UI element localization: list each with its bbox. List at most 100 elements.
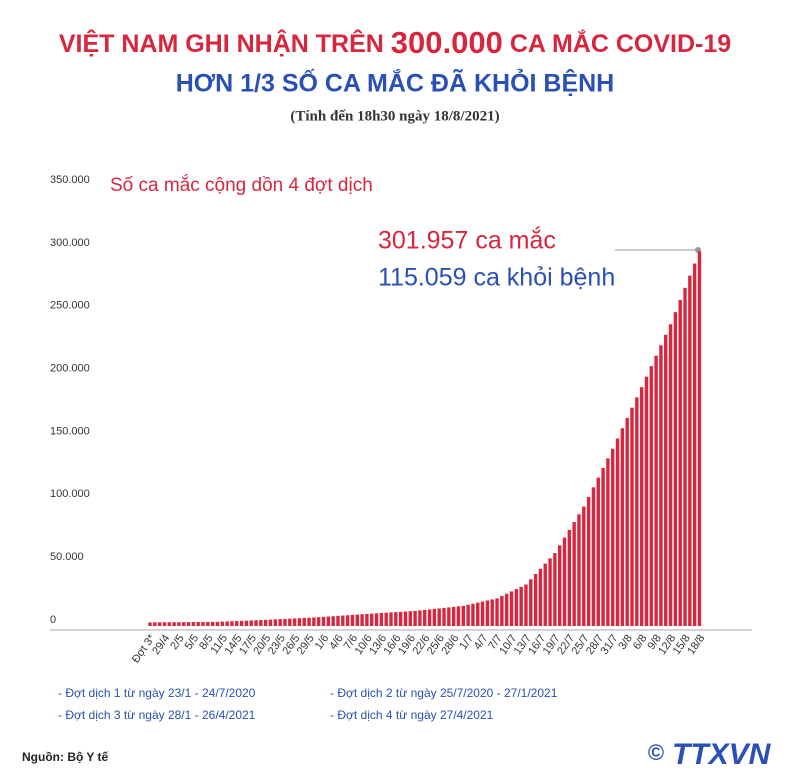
source: Nguồn: Bộ Y tế — [22, 750, 109, 764]
bar — [664, 334, 668, 626]
bar — [235, 621, 239, 626]
series-label: Số ca mắc cộng dồn 4 đợt dịch — [110, 174, 373, 196]
note: - Đợt dịch 4 từ ngày 27/4/2021 — [330, 708, 494, 722]
bar — [529, 579, 533, 626]
bar — [519, 586, 523, 626]
bar — [683, 287, 687, 626]
bar — [191, 622, 196, 626]
bar — [611, 448, 615, 626]
bar — [360, 614, 364, 626]
bar — [230, 621, 234, 626]
bar — [292, 618, 297, 626]
bar — [543, 563, 547, 626]
bar — [567, 529, 572, 626]
bar — [562, 537, 567, 626]
bar — [514, 589, 519, 626]
annotation: 115.059 ca khỏi bệnh — [378, 264, 615, 292]
bar — [167, 622, 171, 626]
bar — [418, 610, 422, 626]
bar — [268, 619, 273, 626]
bar — [398, 611, 403, 626]
bar — [186, 622, 191, 626]
bar — [509, 591, 514, 626]
y-tick-label: 0 — [50, 614, 56, 626]
bar — [500, 596, 504, 626]
bar — [577, 514, 581, 626]
bar — [495, 598, 499, 626]
bar — [215, 621, 220, 626]
bar — [601, 468, 605, 626]
bar — [451, 606, 456, 626]
bar — [172, 622, 176, 626]
bar — [153, 622, 157, 626]
y-tick-label: 200.000 — [50, 362, 90, 374]
bar — [302, 617, 306, 626]
bar — [620, 428, 625, 626]
y-tick-label: 250.000 — [50, 300, 90, 312]
bar — [157, 622, 162, 626]
note: - Đợt dịch 3 từ ngày 28/1 - 26/4/2021 — [58, 708, 256, 722]
bar — [630, 407, 634, 626]
bar — [350, 614, 355, 626]
bar — [336, 615, 340, 626]
bar — [259, 620, 263, 626]
bar — [423, 609, 427, 626]
bar — [182, 622, 186, 626]
bar — [394, 612, 398, 626]
bar — [692, 263, 697, 626]
bar — [485, 600, 490, 626]
bar — [582, 506, 586, 626]
y-tick-label: 300.000 — [50, 237, 90, 249]
bar — [206, 621, 210, 626]
bar — [263, 619, 268, 626]
bar — [471, 603, 475, 626]
bar — [654, 355, 658, 626]
x-tick-label: 18/8 — [685, 633, 707, 657]
annotation: 301.957 ca mắc — [378, 226, 556, 255]
bar — [288, 618, 292, 626]
bar — [639, 387, 644, 626]
bar — [283, 618, 287, 626]
bar — [476, 602, 480, 626]
bar — [644, 376, 649, 626]
date-note: (Tính đến 18h30 ngày 18/8/2021) — [290, 108, 499, 124]
bar — [384, 612, 388, 626]
bar — [480, 601, 485, 626]
y-tick-label: 150.000 — [50, 425, 90, 437]
bar — [249, 620, 253, 626]
y-tick-label: 50.000 — [50, 551, 84, 563]
note: - Đợt dịch 1 từ ngày 23/1 - 24/7/2020 — [58, 686, 256, 700]
bar — [355, 614, 359, 626]
bar — [317, 617, 321, 626]
copyright: © — [648, 740, 664, 765]
bar — [297, 618, 302, 626]
bar — [524, 584, 528, 626]
bar — [548, 558, 552, 626]
bar — [321, 616, 326, 626]
bar — [659, 345, 663, 626]
bar — [389, 612, 393, 626]
bar — [596, 477, 600, 626]
bar — [538, 568, 543, 626]
bar — [553, 553, 557, 626]
bar — [697, 251, 702, 626]
bar — [408, 611, 412, 626]
note: - Đợt dịch 2 từ ngày 25/7/2020 - 27/1/20… — [330, 686, 558, 700]
bar — [403, 611, 408, 626]
bar — [673, 312, 678, 626]
bar — [254, 620, 258, 626]
bar — [374, 613, 379, 626]
bar — [533, 574, 538, 626]
bar — [442, 607, 446, 626]
bar — [591, 487, 596, 626]
bar — [461, 605, 465, 626]
bar — [504, 593, 509, 626]
bar — [210, 621, 215, 626]
bar — [572, 522, 576, 626]
bar — [437, 608, 441, 626]
bar — [341, 615, 345, 626]
bar — [148, 622, 152, 626]
bar — [307, 617, 311, 626]
bar — [490, 599, 494, 626]
